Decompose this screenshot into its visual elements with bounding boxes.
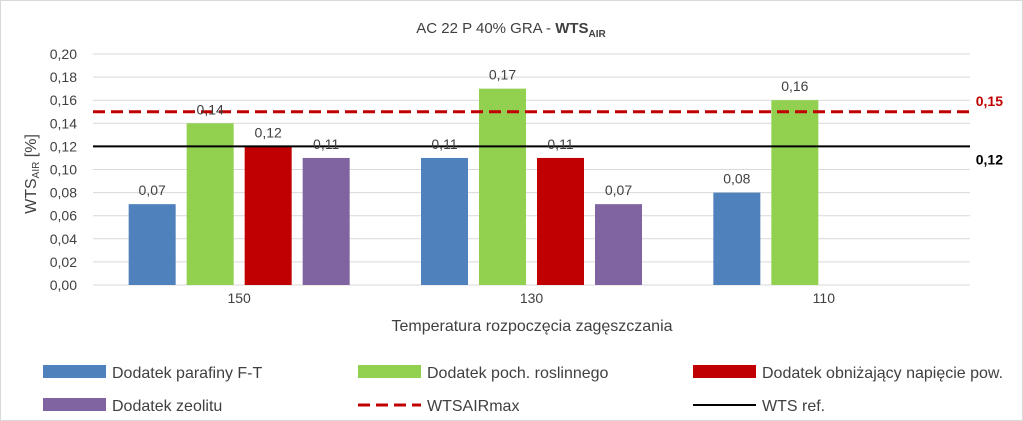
gridlines [93,53,970,286]
legend-swatch [43,365,106,378]
data-label: 0,16 [781,78,808,94]
legend-label: WTSAIRmax [427,398,519,415]
y-axis-title: WTSAIR [%] [23,134,42,214]
reference-line-label: 0,12 [976,151,1003,167]
bar [128,204,176,285]
bar [595,204,642,285]
y-tick-label: 0,02 [50,254,77,270]
y-tick-label: 0,10 [50,162,77,178]
bar [421,157,468,285]
data-label: 0,11 [313,136,339,152]
reference-lines [93,110,970,148]
data-label: 0,14 [197,101,224,117]
y-tick-label: 0,12 [50,138,77,154]
x-tick-label: 150 [227,290,251,306]
y-tick-label: 0,18 [50,69,77,85]
data-labels: 0,07 0,14 0,12 0,11 0,11 0,17 0,11 0,07 0,08 0,16… [139,67,1004,198]
legend-label: Dodatek parafiny F-T [112,365,263,382]
legend-label: Dodatek zeolitu [112,398,222,415]
data-label: 0,11 [431,136,457,152]
bars [128,88,819,286]
bar [713,192,761,285]
x-axis-ticks: 150 130 110 [227,290,835,306]
chart-title: AC 22 P 40% GRA - WTSAIR [416,20,606,40]
data-label: 0,12 [255,124,282,140]
y-tick-label: 0,00 [50,277,77,293]
data-label: 0,17 [489,67,516,83]
x-tick-label: 110 [813,290,836,306]
y-tick-label: 0,06 [50,208,77,224]
legend-swatch [358,365,421,378]
legend-label: Dodatek obniżający napięcie pow. [762,365,1003,382]
data-label: 0,07 [139,182,166,198]
bar [186,123,234,285]
bar [302,157,350,285]
legend-swatch [43,398,106,411]
legend-label: WTS ref. [762,398,825,415]
legend-swatch [693,365,756,378]
legend: Dodatek parafiny F-T Dodatek poch. roslin… [43,365,1003,415]
x-tick-label: 130 [520,290,544,306]
data-label: 0,08 [723,171,750,187]
data-label: 0,07 [605,182,632,198]
y-axis-ticks: 0,00 0,02 0,04 0,06 0,08 0,10 0,12 0,14 0,16 0,18… [50,46,77,293]
reference-line-label: 0,15 [976,93,1003,109]
y-tick-label: 0,14 [50,115,77,131]
legend-label: Dodatek poch. roslinnego [427,365,609,382]
x-axis-title: Temperatura rozpoczęcia zagęszczania [391,318,672,335]
bar [244,146,292,285]
y-tick-label: 0,20 [50,46,77,62]
bar [537,157,584,285]
y-tick-label: 0,16 [50,92,77,108]
bar [771,100,819,285]
y-tick-label: 0,04 [50,231,77,247]
bar [479,88,526,286]
data-label: 0,11 [547,136,573,152]
y-tick-label: 0,08 [50,185,77,201]
